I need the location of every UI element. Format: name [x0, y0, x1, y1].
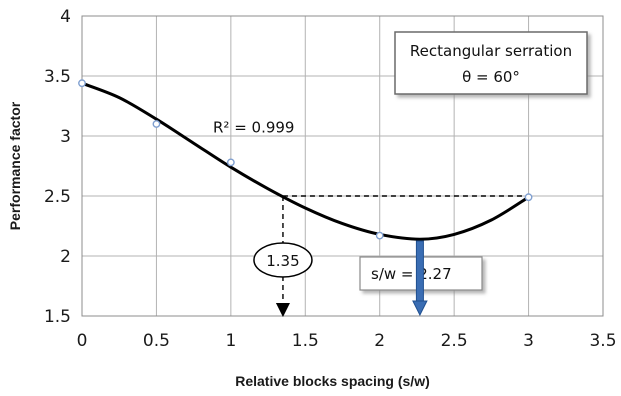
x-tick-label: 1	[225, 331, 236, 351]
spacing-callout: 1.35	[253, 242, 313, 278]
y-tick-label: 3	[60, 127, 71, 147]
r-squared-label: R² = 0.999	[213, 118, 294, 136]
spacing-callout-label: 1.35	[266, 252, 299, 270]
legend-box-title: Rectangular serration	[410, 42, 572, 60]
plot-area-border	[81, 15, 604, 317]
optimum-arrow-shaft	[415, 240, 424, 304]
x-tick-label: 2.5	[441, 331, 468, 351]
data-point	[226, 158, 235, 167]
x-axis-title: Relative blocks spacing (s/w)	[235, 373, 430, 389]
y-tick-label: 2.5	[44, 187, 71, 207]
y-tick-label: 3.5	[44, 67, 71, 87]
x-tick-label: 2	[374, 331, 385, 351]
x-tick-label: 1.5	[292, 331, 319, 351]
data-point	[78, 79, 86, 88]
y-axis-title: Performance factor	[7, 101, 23, 230]
data-point	[152, 120, 161, 128]
x-tick-label: 0	[77, 331, 88, 351]
y-tick-label: 1.5	[44, 307, 71, 327]
trendline-curve	[81, 81, 530, 241]
y-tick-label: 4	[60, 7, 71, 27]
legend-box-angle: θ = 60°	[462, 68, 520, 86]
legend-box: Rectangular serration θ = 60°	[394, 31, 588, 95]
x-tick-label: 0.5	[143, 331, 170, 351]
data-point	[375, 231, 384, 240]
optimum-arrow	[412, 240, 428, 317]
y-tick-label: 2	[60, 247, 71, 267]
x-tick-label: 3	[523, 331, 534, 351]
data-point	[524, 193, 533, 202]
optimum-arrow-head	[412, 300, 428, 317]
x-tick-label: 3.5	[589, 331, 616, 351]
optimum-callout-label: s/w = 2.27	[371, 265, 452, 283]
